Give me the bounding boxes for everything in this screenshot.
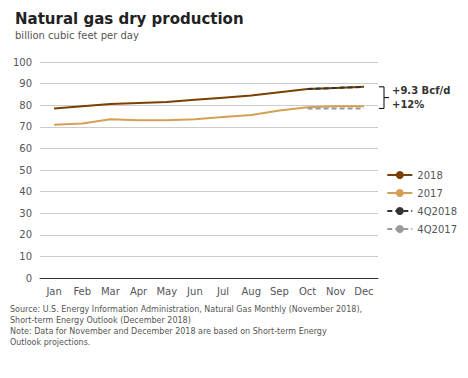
svg-text:billion cubic feet per day: billion cubic feet per day xyxy=(15,30,139,41)
svg-text:60: 60 xyxy=(19,143,32,154)
svg-text:Short-term Energy Outlook (Dec: Short-term Energy Outlook (December 2018… xyxy=(10,316,191,325)
svg-text:50: 50 xyxy=(19,165,32,176)
svg-text:10: 10 xyxy=(19,251,32,262)
svg-text:90: 90 xyxy=(19,78,32,89)
svg-text:Feb: Feb xyxy=(73,286,91,297)
svg-text:Apr: Apr xyxy=(130,286,148,297)
svg-text:May: May xyxy=(156,286,177,297)
svg-text:30: 30 xyxy=(19,208,32,219)
svg-text:Jan: Jan xyxy=(45,286,61,297)
svg-text:100: 100 xyxy=(13,57,32,68)
svg-text:80: 80 xyxy=(19,100,32,111)
svg-text:4Q2018: 4Q2018 xyxy=(417,206,457,217)
svg-text:2018: 2018 xyxy=(417,170,442,181)
svg-text:Jul: Jul xyxy=(216,286,229,297)
svg-text:0: 0 xyxy=(26,273,32,284)
svg-text:Dec: Dec xyxy=(354,286,373,297)
svg-text:Oct: Oct xyxy=(299,286,316,297)
svg-text:Outlook projections.: Outlook projections. xyxy=(10,338,90,347)
svg-text:Natural gas dry production: Natural gas dry production xyxy=(15,10,244,28)
svg-text:+9.3 Bcf/d: +9.3 Bcf/d xyxy=(392,85,450,96)
svg-text:70: 70 xyxy=(19,121,32,132)
svg-text:+12%: +12% xyxy=(392,99,424,110)
svg-text:20: 20 xyxy=(19,229,32,240)
svg-text:Aug: Aug xyxy=(241,286,261,297)
svg-text:Sep: Sep xyxy=(270,286,289,297)
svg-text:Note: Data for November and De: Note: Data for November and December 201… xyxy=(10,327,327,336)
svg-text:Nov: Nov xyxy=(326,286,346,297)
svg-text:2017: 2017 xyxy=(417,188,442,199)
svg-text:40: 40 xyxy=(19,186,32,197)
svg-text:4Q2017: 4Q2017 xyxy=(417,224,457,235)
svg-text:Jun: Jun xyxy=(186,286,203,297)
svg-text:Mar: Mar xyxy=(101,286,121,297)
svg-text:Source: U.S. Energy Informatio: Source: U.S. Energy Information Administ… xyxy=(10,305,362,314)
